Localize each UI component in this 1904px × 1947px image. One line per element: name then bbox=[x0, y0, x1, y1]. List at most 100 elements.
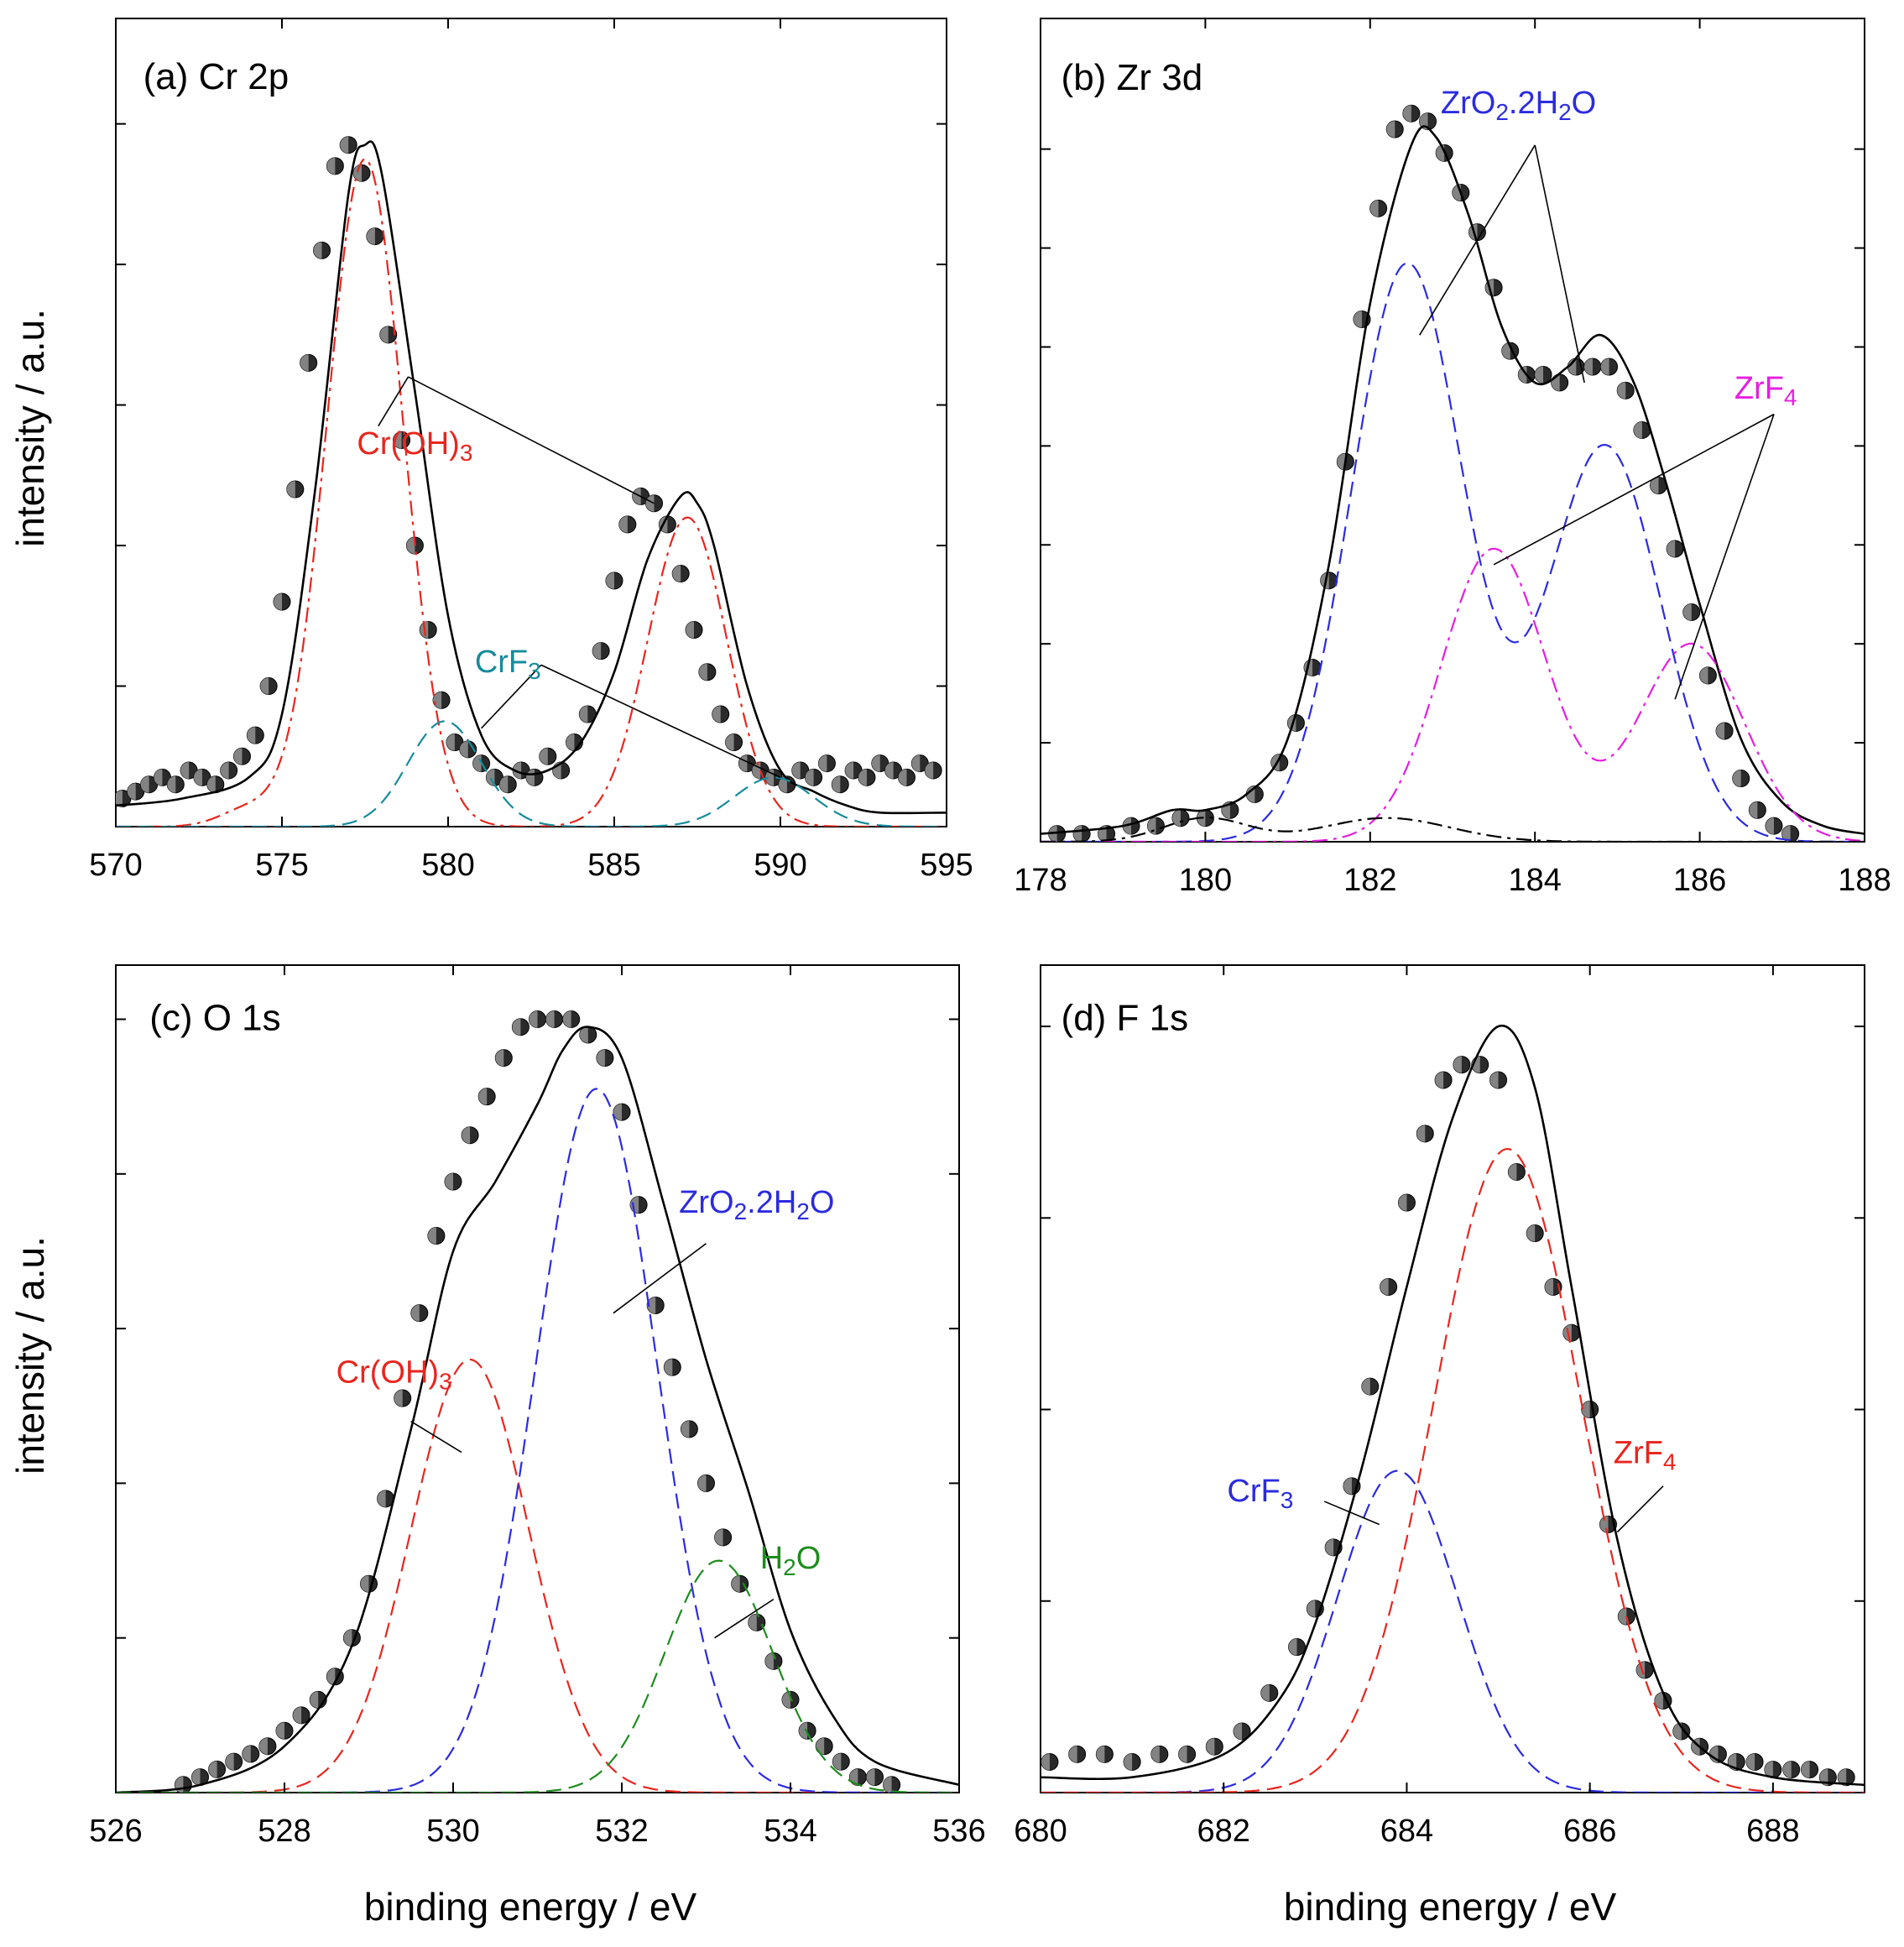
data-point-shade bbox=[1150, 1746, 1160, 1763]
series-cr-oh-3-line bbox=[116, 1358, 959, 1793]
annotation-subscript: 4 bbox=[1784, 384, 1797, 410]
data-point-shade bbox=[353, 164, 363, 182]
data-point-shade bbox=[1453, 1056, 1462, 1073]
annotation-leader bbox=[1534, 144, 1585, 384]
annotation-leader bbox=[1493, 413, 1775, 566]
x-tick-label: 526 bbox=[89, 1814, 142, 1849]
data-point-shade bbox=[925, 762, 934, 780]
data-point-shade bbox=[596, 1049, 605, 1067]
x-tick-label: 590 bbox=[754, 848, 806, 883]
x-tick-label: 528 bbox=[258, 1814, 310, 1849]
data-point-shade bbox=[220, 762, 229, 780]
data-point-shade bbox=[1650, 477, 1659, 494]
data-point-shade bbox=[193, 769, 202, 786]
data-point-shade bbox=[1583, 358, 1593, 376]
data-point-shade bbox=[293, 1706, 302, 1724]
series-envelope-line bbox=[1041, 125, 1865, 835]
annotation-subscript: 2 bbox=[1558, 100, 1572, 126]
annotation-text: CrF bbox=[1227, 1474, 1280, 1509]
series-zro2-2h2o-line bbox=[1041, 262, 1865, 842]
x-tick-label: 178 bbox=[1014, 863, 1067, 898]
data-point-shade bbox=[410, 1304, 420, 1322]
data-point-shade bbox=[1765, 817, 1774, 835]
annotation-text: ZrF bbox=[1614, 1435, 1663, 1470]
x-axis-label-left: binding energy / eV bbox=[364, 1885, 697, 1929]
x-tick-label: 686 bbox=[1563, 1814, 1616, 1849]
annotation-leader bbox=[1419, 144, 1536, 336]
data-point-shade bbox=[1398, 1194, 1407, 1212]
data-point-shade bbox=[1716, 722, 1725, 739]
data-point-shade bbox=[1096, 1746, 1105, 1763]
data-point-shade bbox=[478, 1088, 488, 1105]
annotation-subscript: 3 bbox=[439, 1369, 452, 1395]
annotation-text: O bbox=[796, 1541, 822, 1576]
annotation-text: O bbox=[1572, 86, 1597, 121]
data-point-shade bbox=[116, 790, 123, 807]
data-point-shade bbox=[258, 1737, 268, 1755]
data-point-shade bbox=[310, 1691, 319, 1709]
data-point-shade bbox=[731, 1575, 740, 1593]
data-point-shade bbox=[845, 762, 854, 780]
data-point-shade bbox=[884, 762, 894, 780]
data-point-shade bbox=[632, 488, 641, 505]
data-point-shade bbox=[512, 1018, 521, 1036]
series-h2o-line bbox=[116, 1559, 959, 1793]
data-point-shade bbox=[180, 762, 190, 780]
annotation-leader bbox=[714, 1598, 775, 1639]
panel-title: (a) Cr 2p bbox=[143, 56, 290, 97]
data-point-shade bbox=[686, 621, 695, 639]
data-point-shade bbox=[175, 1776, 184, 1793]
data-point-shade bbox=[1764, 1761, 1773, 1778]
data-point-shade bbox=[242, 1745, 251, 1762]
annotation-text: Cr(OH) bbox=[357, 426, 459, 462]
annotation-leader bbox=[410, 1420, 462, 1454]
data-point-shade bbox=[1699, 666, 1708, 684]
data-point-shade bbox=[818, 754, 827, 772]
data-point-shade bbox=[1068, 1746, 1077, 1763]
data-point-shade bbox=[1307, 1600, 1316, 1617]
data-point-shade bbox=[545, 1010, 555, 1028]
data-point-shade bbox=[883, 1776, 892, 1793]
data-point-shade bbox=[1501, 342, 1510, 360]
annotation-text: ZrF bbox=[1734, 371, 1784, 406]
x-tick-label: 684 bbox=[1380, 1814, 1433, 1849]
x-tick-label: 680 bbox=[1014, 1814, 1067, 1849]
data-point-shade bbox=[1178, 1746, 1187, 1763]
data-point-shade bbox=[1337, 453, 1346, 471]
data-point-shade bbox=[618, 515, 628, 533]
data-point-shade bbox=[1801, 1761, 1810, 1778]
y-axis-label-top: intensity / a.u. bbox=[8, 309, 52, 547]
x-tick-label: 532 bbox=[595, 1814, 648, 1849]
data-point-shade bbox=[1361, 1378, 1370, 1396]
data-point-shade bbox=[1568, 358, 1577, 376]
data-point-shade bbox=[764, 1652, 774, 1670]
data-point-shade bbox=[1325, 1538, 1334, 1556]
data-point-shade bbox=[566, 733, 575, 751]
annotation-leader bbox=[378, 376, 409, 427]
annotation-label: ZrO2.2H2O bbox=[679, 1185, 834, 1224]
data-point-shade bbox=[697, 1475, 707, 1492]
data-point-shade bbox=[858, 769, 867, 786]
data-point-shade bbox=[1749, 801, 1758, 819]
annotation-label: CrF3 bbox=[475, 645, 541, 684]
data-point-shade bbox=[379, 326, 389, 343]
data-point-shade bbox=[1526, 1224, 1536, 1242]
data-point-shade bbox=[446, 733, 455, 751]
data-point-shade bbox=[286, 481, 295, 498]
data-point-shade bbox=[1260, 1684, 1270, 1702]
annotation-subscript: 2 bbox=[783, 1554, 796, 1580]
data-point-shade bbox=[274, 593, 282, 611]
data-point-shade bbox=[167, 775, 176, 793]
data-point-shade bbox=[714, 1528, 723, 1546]
data-point-shade bbox=[1545, 1278, 1554, 1296]
data-point-shade bbox=[748, 1614, 757, 1631]
data-point-shade bbox=[1667, 540, 1676, 557]
data-point-shade bbox=[782, 1691, 790, 1709]
x-tick-label: 595 bbox=[920, 848, 973, 883]
data-point-shade bbox=[1600, 358, 1609, 376]
data-point-shade bbox=[154, 769, 163, 786]
data-point-shade bbox=[1206, 1738, 1215, 1756]
data-point-shade bbox=[1234, 1722, 1243, 1740]
annotation-leader bbox=[540, 664, 781, 779]
